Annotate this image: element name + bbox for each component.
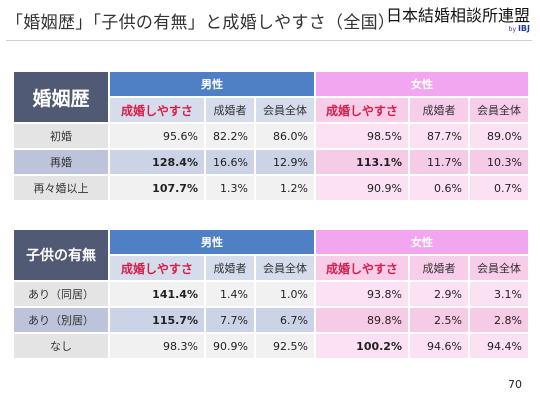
table2-col-female-all: 会員全体 — [468, 254, 530, 282]
cell: 82.2% — [204, 122, 256, 150]
table1-header: 婚姻歴 — [12, 70, 110, 124]
table1-group-female: 女性 — [314, 70, 530, 98]
table-row: 再婚 128.4% 16.6% 12.9% 113.1% 11.7% 10.3% — [12, 148, 530, 176]
cell: 1.0% — [254, 280, 316, 308]
cell: 1.4% — [204, 280, 256, 308]
cell: 89.0% — [468, 122, 530, 150]
cell: 113.1% — [314, 148, 410, 176]
cell: 89.8% — [314, 306, 410, 334]
row-label: 再々婚以上 — [12, 174, 110, 202]
table2-col-female-ease: 成婚しやすさ — [314, 254, 410, 282]
table1-col-male-all: 会員全体 — [254, 96, 316, 124]
table-row: 初婚 95.6% 82.2% 86.0% 98.5% 87.7% 89.0% — [12, 122, 530, 150]
cell: 2.9% — [408, 280, 470, 308]
cell: 98.3% — [108, 332, 206, 360]
cell: 141.4% — [108, 280, 206, 308]
cell: 2.5% — [408, 306, 470, 334]
table1-col-male-ease: 成婚しやすさ — [108, 96, 206, 124]
brand-tagline: by IBJ — [508, 24, 530, 33]
cell: 94.6% — [408, 332, 470, 360]
table1-col-male-married: 成婚者 — [204, 96, 256, 124]
table2-group-female: 女性 — [314, 228, 530, 256]
cell: 92.5% — [254, 332, 316, 360]
brand-logo: 日本結婚相談所連盟 by IBJ — [386, 2, 530, 33]
cell: 3.1% — [468, 280, 530, 308]
row-label: 初婚 — [12, 122, 110, 150]
cell: 10.3% — [468, 148, 530, 176]
cell: 2.8% — [468, 306, 530, 334]
table1-group-male: 男性 — [108, 70, 316, 98]
table2-col-female-married: 成婚者 — [408, 254, 470, 282]
cell: 12.9% — [254, 148, 316, 176]
table2-col-male-married: 成婚者 — [204, 254, 256, 282]
cell: 94.4% — [468, 332, 530, 360]
marital-history-table: 婚姻歴 男性 女性 成婚しやすさ 成婚者 会員全体 成婚しやすさ 成婚者 会員全… — [12, 70, 530, 202]
cell: 93.8% — [314, 280, 410, 308]
table1-col-female-ease: 成婚しやすさ — [314, 96, 410, 124]
cell: 11.7% — [408, 148, 470, 176]
table-row: 再々婚以上 107.7% 1.3% 1.2% 90.9% 0.6% 0.7% — [12, 174, 530, 202]
cell: 98.5% — [314, 122, 410, 150]
table1-col-female-all: 会員全体 — [468, 96, 530, 124]
table1-col-female-married: 成婚者 — [408, 96, 470, 124]
cell: 1.2% — [254, 174, 316, 202]
row-label: なし — [12, 332, 110, 360]
children-table: 子供の有無 男性 女性 成婚しやすさ 成婚者 会員全体 成婚しやすさ 成婚者 会… — [12, 228, 530, 360]
page-title: 「婚姻歴」「子供の有無」と成婚しやすさ（全国） — [6, 13, 396, 33]
table2-header: 子供の有無 — [12, 228, 110, 282]
cell: 16.6% — [204, 148, 256, 176]
title-divider — [6, 40, 532, 41]
cell: 7.7% — [204, 306, 256, 334]
cell: 86.0% — [254, 122, 316, 150]
table2-col-male-all: 会員全体 — [254, 254, 316, 282]
cell: 90.9% — [204, 332, 256, 360]
cell: 100.2% — [314, 332, 410, 360]
row-label: あり（同居） — [12, 280, 110, 308]
table2-group-male: 男性 — [108, 228, 316, 256]
table-row: あり（別居） 115.7% 7.7% 6.7% 89.8% 2.5% 2.8% — [12, 306, 530, 334]
brand-name: 日本結婚相談所連盟 — [385, 6, 530, 25]
page-number: 70 — [508, 378, 522, 391]
table2-col-male-ease: 成婚しやすさ — [108, 254, 206, 282]
table-row: なし 98.3% 90.9% 92.5% 100.2% 94.6% 94.4% — [12, 332, 530, 360]
cell: 128.4% — [108, 148, 206, 176]
cell: 95.6% — [108, 122, 206, 150]
cell: 0.7% — [468, 174, 530, 202]
table-row: あり（同居） 141.4% 1.4% 1.0% 93.8% 2.9% 3.1% — [12, 280, 530, 308]
cell: 87.7% — [408, 122, 470, 150]
cell: 115.7% — [108, 306, 206, 334]
cell: 1.3% — [204, 174, 256, 202]
cell: 90.9% — [314, 174, 410, 202]
row-label: あり（別居） — [12, 306, 110, 334]
ibj-mark: IBJ — [517, 24, 530, 33]
cell: 107.7% — [108, 174, 206, 202]
row-label: 再婚 — [12, 148, 110, 176]
cell: 6.7% — [254, 306, 316, 334]
cell: 0.6% — [408, 174, 470, 202]
